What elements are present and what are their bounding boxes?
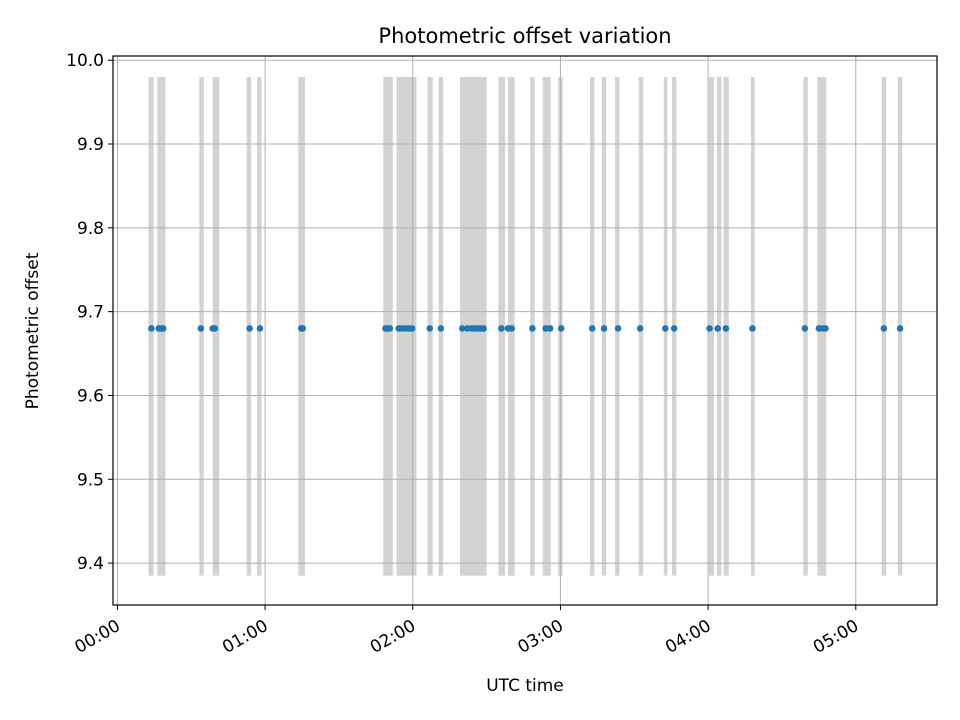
x-axis-label: UTC time bbox=[486, 676, 564, 696]
data-point bbox=[386, 325, 394, 332]
data-point bbox=[557, 325, 565, 332]
data-point bbox=[197, 325, 205, 332]
data-point bbox=[529, 325, 536, 332]
data-point bbox=[408, 325, 416, 332]
data-point bbox=[722, 325, 730, 332]
data-point bbox=[246, 325, 253, 332]
data-point bbox=[480, 325, 487, 332]
data-point bbox=[256, 325, 264, 332]
data-point bbox=[458, 325, 466, 332]
data-point bbox=[714, 325, 722, 332]
data-point bbox=[614, 325, 622, 332]
y-tick-label: 9.5 bbox=[77, 470, 104, 490]
y-axis-label: Photometric offset bbox=[23, 252, 43, 409]
data-point bbox=[426, 325, 434, 332]
plot-background bbox=[113, 56, 937, 605]
data-point bbox=[896, 325, 904, 332]
data-point bbox=[636, 325, 644, 332]
data-point bbox=[600, 325, 608, 332]
data-point bbox=[508, 325, 516, 332]
y-tick-label: 9.4 bbox=[77, 554, 104, 574]
data-point bbox=[546, 325, 554, 332]
data-point bbox=[749, 325, 756, 332]
data-point bbox=[588, 325, 596, 332]
data-point bbox=[148, 325, 155, 332]
data-point bbox=[822, 325, 829, 332]
data-point bbox=[880, 325, 888, 332]
data-point bbox=[299, 325, 307, 332]
y-tick-label: 9.7 bbox=[77, 303, 104, 323]
data-point bbox=[801, 325, 809, 332]
plot-area: 00:00 01:00 02:00 03:00 04:00 05:009.49.59.69… bbox=[66, 51, 938, 658]
y-tick-label: 9.9 bbox=[77, 135, 104, 155]
data-point bbox=[437, 325, 445, 332]
y-tick-label: 9.8 bbox=[77, 219, 104, 239]
plot-frame bbox=[112, 55, 938, 606]
data-point bbox=[211, 325, 219, 332]
data-point bbox=[670, 325, 678, 332]
data-point bbox=[706, 325, 713, 332]
point-layer bbox=[148, 325, 904, 332]
data-point bbox=[661, 325, 669, 332]
y-tick-label: 10.0 bbox=[66, 51, 104, 71]
y-tick-label: 9.6 bbox=[77, 386, 104, 406]
data-point bbox=[159, 325, 167, 332]
chart-title: Photometric offset variation bbox=[378, 24, 671, 48]
data-point bbox=[498, 325, 505, 332]
